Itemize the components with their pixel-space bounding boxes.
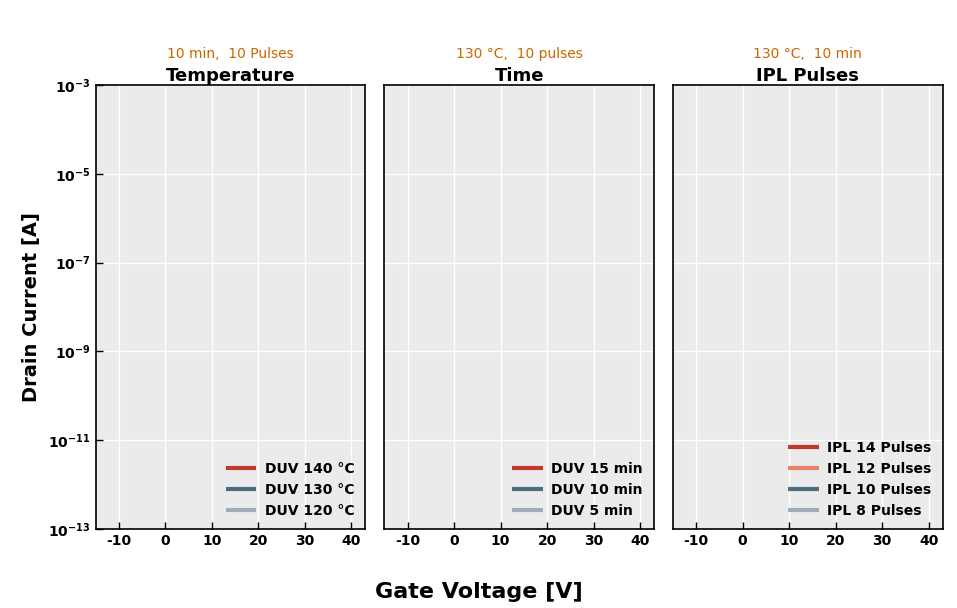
Text: 130 °C,  10 min: 130 °C, 10 min <box>753 47 862 61</box>
Title: Time: Time <box>495 67 544 85</box>
Legend: DUV 15 min, DUV 10 min, DUV 5 min: DUV 15 min, DUV 10 min, DUV 5 min <box>508 458 647 522</box>
Title: Temperature: Temperature <box>166 67 296 85</box>
Title: IPL Pulses: IPL Pulses <box>756 67 859 85</box>
Text: 10 min,  10 Pulses: 10 min, 10 Pulses <box>167 47 294 61</box>
Y-axis label: Drain Current [A]: Drain Current [A] <box>22 212 41 402</box>
Legend: IPL 14 Pulses, IPL 12 Pulses, IPL 10 Pulses, IPL 8 Pulses: IPL 14 Pulses, IPL 12 Pulses, IPL 10 Pul… <box>784 437 936 522</box>
Text: Gate Voltage [V]: Gate Voltage [V] <box>374 582 583 602</box>
Legend: DUV 140 °C, DUV 130 °C, DUV 120 °C: DUV 140 °C, DUV 130 °C, DUV 120 °C <box>222 458 359 522</box>
Text: 130 °C,  10 pulses: 130 °C, 10 pulses <box>456 47 583 61</box>
